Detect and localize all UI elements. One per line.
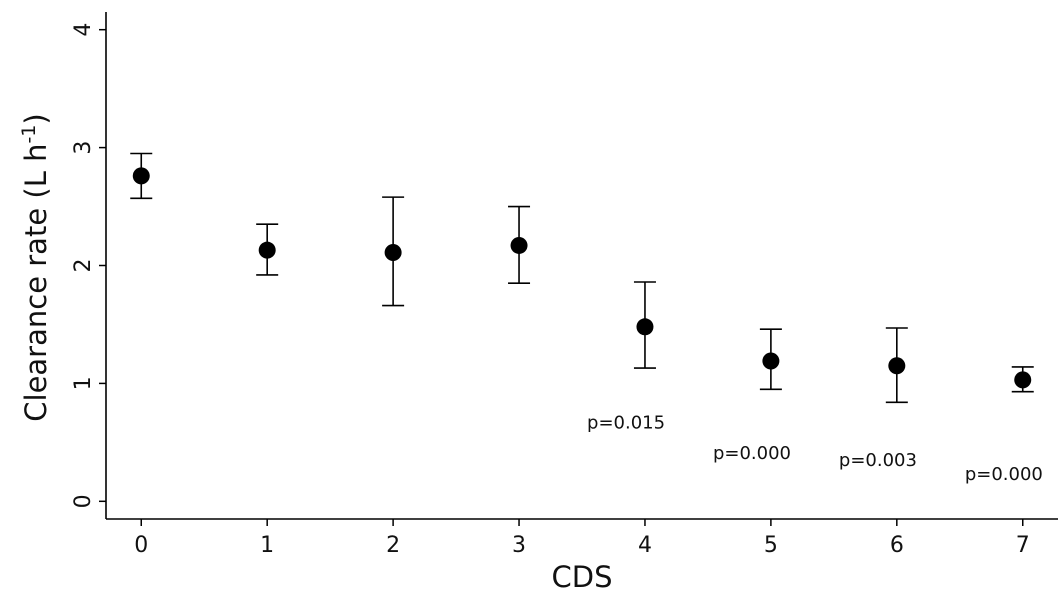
x-tick-label: 1 (260, 533, 274, 558)
x-tick-label: 2 (386, 533, 400, 558)
y-axis-title: Clearance rate (L h-1) (18, 113, 53, 421)
data-point (888, 357, 906, 375)
p-value-label: p=0.003 (839, 450, 917, 471)
data-point (384, 244, 402, 262)
data-point (762, 352, 780, 370)
p-value-label: p=0.000 (965, 464, 1043, 485)
y-axis-title-main: Clearance rate (L h (19, 144, 53, 422)
y-tick-label: 2 (71, 259, 96, 273)
x-tick-label: 6 (890, 533, 904, 558)
y-axis-title-superscript: -1 (18, 125, 40, 144)
y-tick-label: 1 (71, 376, 96, 390)
x-tick-label: 3 (512, 533, 526, 558)
y-axis-title-close: ) (19, 113, 53, 124)
data-point (510, 236, 528, 254)
data-point (132, 167, 150, 185)
p-value-annotations: p=0.015 p=0.000 p=0.003 p=0.000 (587, 412, 1043, 485)
x-axis-title: CDS (552, 560, 613, 590)
data-points (132, 167, 1032, 389)
data-point (1014, 371, 1032, 389)
y-tick-label: 3 (71, 141, 96, 155)
x-tick-label: 5 (764, 533, 778, 558)
data-point (258, 241, 276, 259)
x-tick-label: 0 (134, 533, 148, 558)
y-tick-label: 4 (71, 23, 96, 37)
axes: 0 1 2 3 4 5 6 7 0 1 2 3 4 (71, 12, 1058, 558)
p-value-label: p=0.015 (587, 412, 665, 433)
p-value-label: p=0.000 (713, 443, 791, 464)
y-tick-label: 0 (71, 494, 96, 508)
data-point (636, 318, 654, 336)
x-tick-label: 7 (1016, 533, 1030, 558)
x-tick-label: 4 (638, 533, 652, 558)
